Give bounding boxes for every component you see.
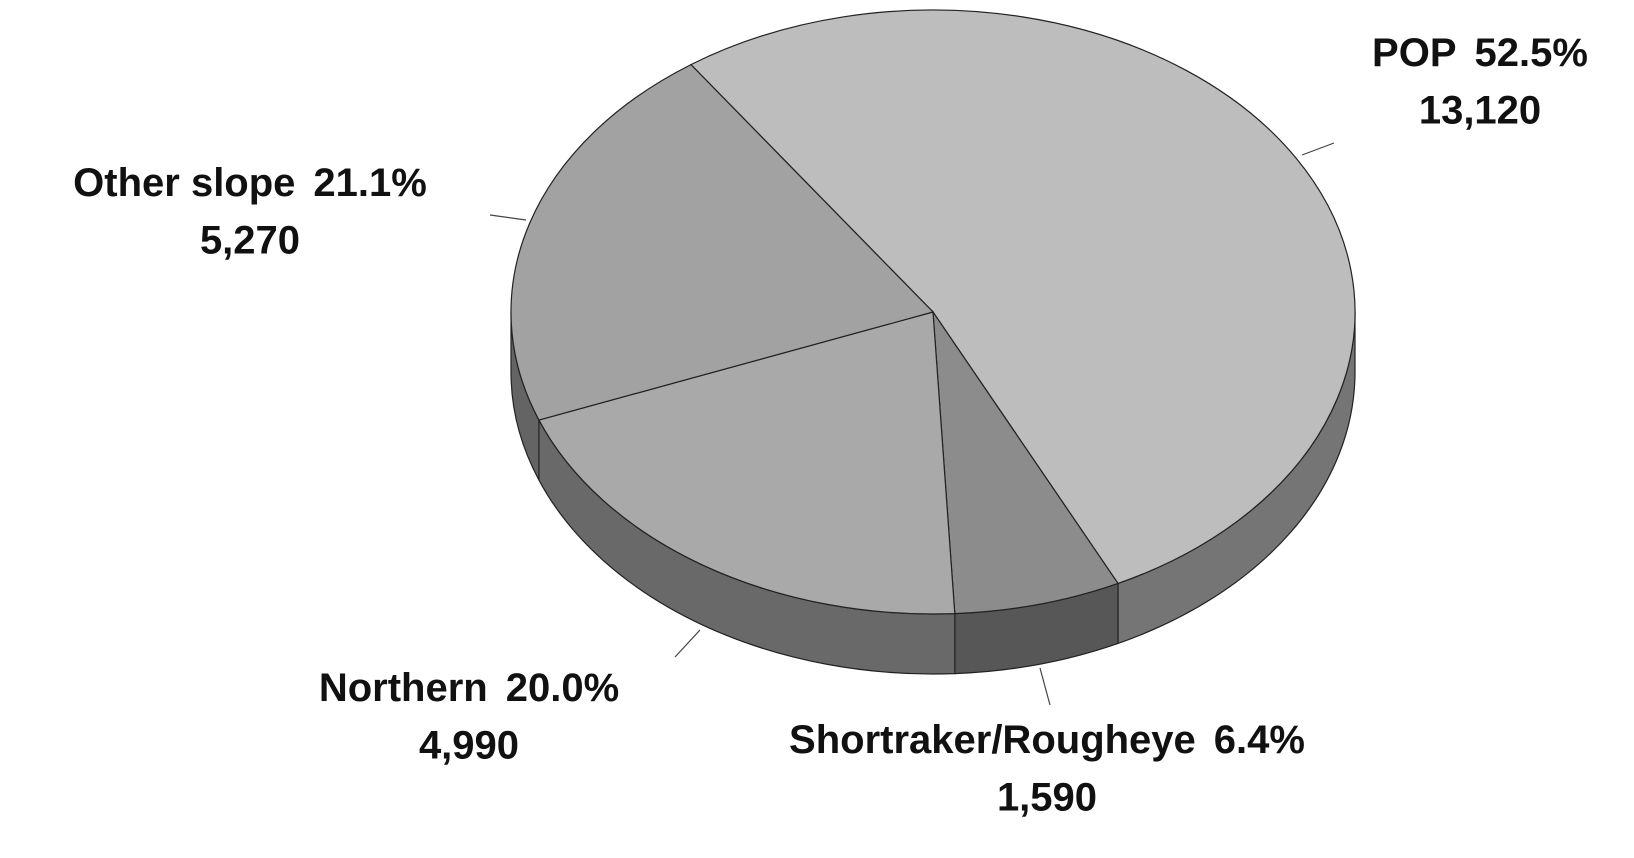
category-label: Shortraker/Rougheye [789,718,1196,762]
slice-label: Other slope 21.1% [73,161,427,205]
pie-tops [510,9,1356,615]
amount-label: 4,990 [419,724,519,768]
leader-line [489,214,527,221]
pie-slice [538,311,956,615]
slice-label: Shortraker/Rougheye 6.4% [789,718,1305,762]
pie-slice [510,63,935,421]
category-label: Northern [319,666,488,710]
category-label: Other slope [73,161,295,205]
leader-line [1039,667,1051,706]
pie-slice [689,9,1356,585]
amount-label: 1,590 [997,776,1097,820]
leader-line [1301,142,1335,156]
percent-label: 52.5% [1475,31,1588,75]
percent-label: 21.1% [313,161,426,205]
slice-label: Northern 20.0% [319,666,619,710]
slice-label: POP 52.5% [1372,31,1588,75]
leader-line [674,629,701,658]
amount-label: 13,120 [1419,89,1541,133]
category-label: POP [1372,31,1456,75]
percent-label: 20.0% [506,666,619,710]
pie-slice [932,309,1119,615]
amount-label: 5,270 [200,219,300,263]
percent-label: 6.4% [1214,718,1305,762]
pie-sides [510,311,1356,675]
